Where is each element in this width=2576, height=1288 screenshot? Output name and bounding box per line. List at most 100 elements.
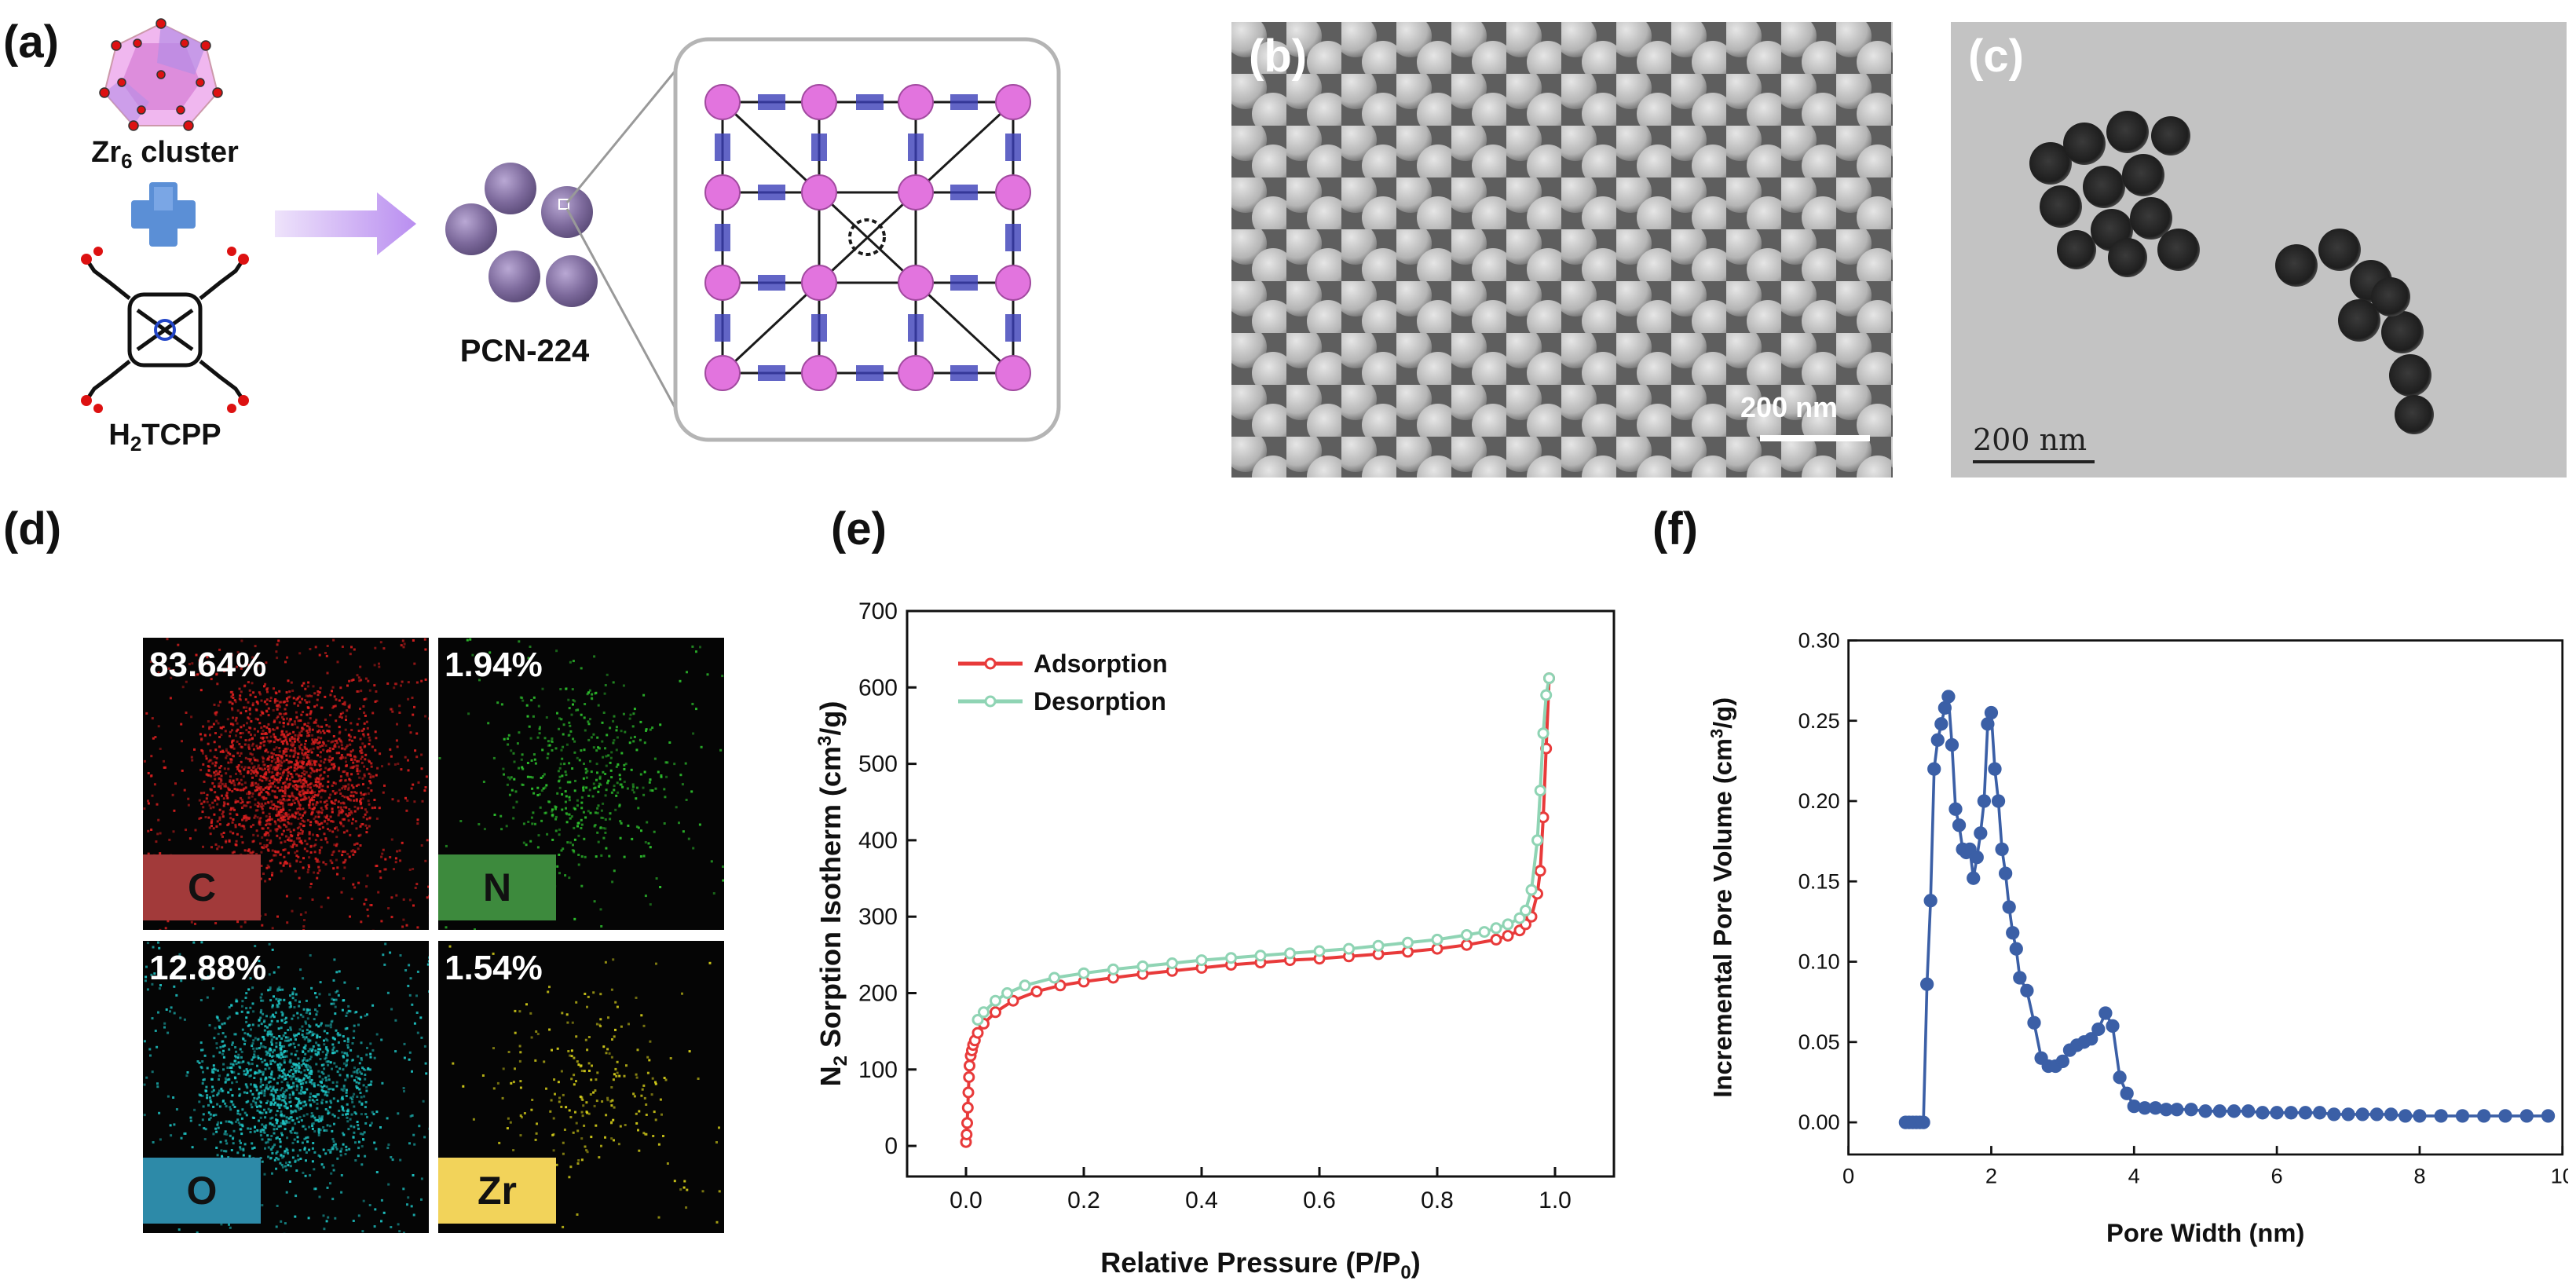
data-point bbox=[2477, 1109, 2491, 1123]
x-tick-label: 4 bbox=[2128, 1163, 2140, 1187]
y-axis-label: N2 Sorption Isotherm (cm3/g) bbox=[817, 701, 851, 1087]
x-tick-label: 8 bbox=[2413, 1163, 2425, 1187]
data-point bbox=[2113, 1070, 2127, 1085]
data-point bbox=[971, 1014, 984, 1026]
legend-entry: Adsorption bbox=[1034, 649, 1168, 678]
data-point bbox=[2413, 1109, 2427, 1123]
data-point bbox=[1136, 960, 1149, 972]
y-tick-label: 0.25 bbox=[1798, 708, 1840, 733]
eds-percentage: 12.88% bbox=[149, 949, 267, 987]
x-axis-label: Pore Width (nm) bbox=[2106, 1218, 2304, 1247]
data-point bbox=[1372, 939, 1385, 952]
data-point bbox=[1166, 957, 1178, 969]
h2tcpp-label: H2TCPP bbox=[108, 419, 221, 456]
panel-b-label: (b) bbox=[1249, 31, 1308, 82]
data-point bbox=[978, 1006, 990, 1019]
x-axis-label: Relative Pressure (P/P0) bbox=[1100, 1246, 1421, 1283]
x-tick-label: 0.0 bbox=[950, 1187, 982, 1213]
data-point bbox=[1490, 922, 1502, 935]
y-tick-label: 0.05 bbox=[1798, 1030, 1840, 1054]
data-point bbox=[1001, 987, 1013, 999]
eds-map-zr: 1.54% Zr bbox=[438, 941, 724, 1233]
data-point bbox=[1502, 930, 1514, 942]
data-point bbox=[971, 1026, 984, 1039]
data-point bbox=[1988, 762, 2002, 776]
data-point bbox=[1030, 986, 1043, 997]
data-point bbox=[2355, 1107, 2369, 1122]
scale-bar-label: 200 nm bbox=[1973, 423, 2088, 457]
data-point bbox=[2106, 1019, 2120, 1033]
data-point bbox=[1007, 994, 1019, 1007]
data-point bbox=[1952, 818, 1967, 832]
x-tick-label: 0 bbox=[1842, 1163, 1854, 1187]
data-point bbox=[1981, 717, 1995, 731]
panel-e-label: (e) bbox=[831, 503, 887, 554]
data-point bbox=[2541, 1109, 2556, 1123]
data-point bbox=[1945, 737, 1959, 752]
legend-marker bbox=[984, 695, 997, 708]
y-tick-label: 0.00 bbox=[1798, 1110, 1840, 1134]
data-point bbox=[1916, 1115, 1930, 1129]
pcn224-particles-icon bbox=[445, 163, 598, 307]
y-tick-label: 0.20 bbox=[1798, 789, 1840, 813]
plot-frame bbox=[906, 609, 1615, 1178]
data-point bbox=[2384, 1107, 2399, 1122]
data-point bbox=[1461, 939, 1473, 951]
panel-c-label: (c) bbox=[1968, 31, 2024, 82]
y-tick-label: 100 bbox=[858, 1057, 898, 1083]
data-point bbox=[1531, 834, 1543, 847]
y-tick-label: 700 bbox=[858, 598, 898, 624]
data-point bbox=[1970, 850, 1984, 865]
data-point bbox=[1490, 933, 1502, 946]
eds-map-grid: 83.64% C 1.94% N 12.88% O 1.54% Zr bbox=[143, 638, 724, 1233]
data-point bbox=[1534, 785, 1546, 797]
data-point bbox=[2148, 1101, 2163, 1115]
y-tick-label: 400 bbox=[858, 828, 898, 854]
x-tick-label: 2 bbox=[1985, 1163, 1997, 1187]
eds-percentage: 83.64% bbox=[149, 646, 267, 684]
data-point bbox=[2091, 1022, 2106, 1037]
eds-element-tag: O bbox=[143, 1158, 261, 1224]
data-point bbox=[2434, 1109, 2448, 1123]
schematic-pcn224: Zr6 cluster H2TCPP bbox=[81, 18, 1061, 456]
data-point bbox=[1941, 690, 1956, 704]
y-tick-label: 0.10 bbox=[1798, 950, 1840, 974]
x-tick-label: 0.4 bbox=[1185, 1187, 1218, 1213]
scale-bar bbox=[1760, 435, 1870, 441]
data-point bbox=[1513, 912, 1526, 924]
y-tick-label: 300 bbox=[858, 904, 898, 930]
data-point bbox=[2098, 1006, 2113, 1020]
data-point bbox=[1537, 727, 1550, 740]
data-point bbox=[1948, 802, 1963, 816]
x-tick-label: 6 bbox=[2271, 1163, 2283, 1187]
y-tick-label: 600 bbox=[858, 675, 898, 701]
data-point bbox=[1461, 929, 1473, 941]
series-line bbox=[964, 678, 1551, 1143]
data-point bbox=[1534, 865, 1546, 877]
y-tick-label: 0.30 bbox=[1798, 628, 1840, 653]
data-point bbox=[1313, 945, 1326, 957]
sem-image: (b) 200 nm bbox=[1231, 22, 1893, 478]
data-point bbox=[2055, 1054, 2069, 1068]
eds-map-c: 83.64% C bbox=[143, 638, 429, 930]
data-point bbox=[2369, 1107, 2384, 1122]
zr6-cluster-label: Zr6 cluster bbox=[91, 136, 239, 173]
x-tick-label: 10 bbox=[2551, 1163, 2568, 1187]
panel-d-label: (d) bbox=[3, 503, 62, 554]
data-point bbox=[1967, 871, 1981, 885]
data-point bbox=[1225, 952, 1237, 964]
data-point bbox=[2519, 1109, 2534, 1123]
chart-pore-distribution: 0 2 4 6 8 10 0.00 0.05 0.10 0.15 0.20 0.25 0.30 Pore … bbox=[1707, 628, 2568, 1247]
data-point bbox=[1974, 826, 1988, 840]
plot-frame bbox=[1847, 639, 2564, 1156]
data-point bbox=[1478, 926, 1491, 939]
legend-entry: Desorption bbox=[1034, 687, 1166, 715]
data-point bbox=[1019, 979, 1031, 992]
y-axis-label: Incremental Pore Volume (cm3/g) bbox=[1707, 697, 1737, 1098]
data-point bbox=[1999, 866, 2013, 880]
eds-percentage: 1.94% bbox=[445, 646, 543, 684]
data-point bbox=[2084, 1032, 2098, 1046]
data-point bbox=[1927, 762, 1941, 776]
data-point bbox=[1520, 904, 1531, 917]
data-point bbox=[2298, 1106, 2313, 1120]
